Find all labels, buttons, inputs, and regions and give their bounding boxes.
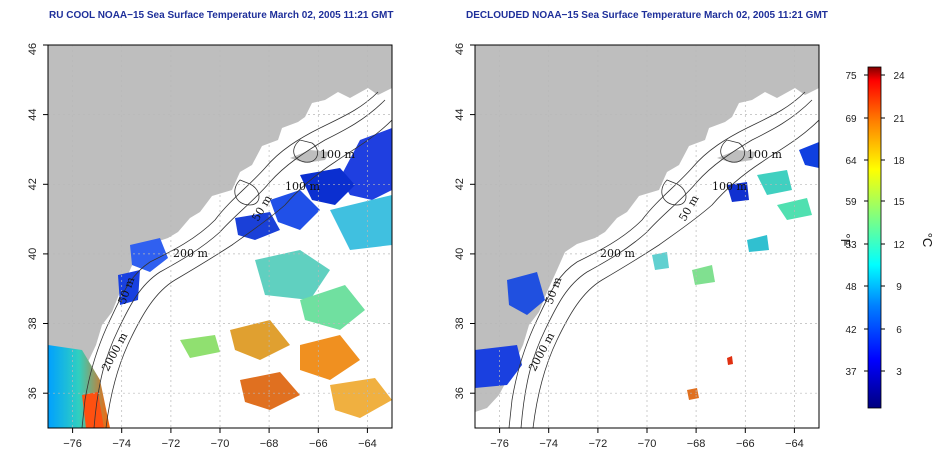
fahrenheit-tick: 53 <box>845 240 857 251</box>
x-tick-label: −70 <box>211 438 230 450</box>
x-tick-label: −64 <box>785 438 804 450</box>
grid-left <box>48 45 392 428</box>
x-axis-left <box>72 428 368 433</box>
celsius-tick: 18 <box>893 156 905 167</box>
y-tick-label: 36 <box>27 387 39 399</box>
x-tick-label: −76 <box>490 438 509 450</box>
y-tick-label: 38 <box>27 317 39 329</box>
celsius-tick: 3 <box>896 367 902 378</box>
x-tick-label: −70 <box>638 438 657 450</box>
y-tick-label: 36 <box>454 387 466 399</box>
x-tick-label: −72 <box>589 438 608 450</box>
colorbar-gradient <box>867 66 882 409</box>
contour-label: 200 m <box>173 247 208 260</box>
y-tick-label: 46 <box>27 43 39 55</box>
bathymetry-contours-right <box>508 91 819 428</box>
y-tick-label: 46 <box>454 43 466 55</box>
fahrenheit-tick: 69 <box>845 114 857 125</box>
left-panel-title: RU COOL NOAA−15 Sea Surface Temperature … <box>49 10 394 21</box>
temperature-colorbar: 75 69 64 59 53 48 42 37 24 21 18 15 12 9… <box>838 66 935 409</box>
land-mass <box>48 45 392 412</box>
y-tick-label: 40 <box>27 248 39 260</box>
celsius-tick: 9 <box>896 282 902 293</box>
celsius-tick: 6 <box>896 325 902 336</box>
x-tick-label: −68 <box>687 438 706 450</box>
fahrenheit-tick: 75 <box>845 71 857 82</box>
x-tick-label: −66 <box>736 438 755 450</box>
fahrenheit-tick: 37 <box>845 367 857 378</box>
grid-right <box>475 45 819 428</box>
fahrenheit-unit-label: °F <box>838 233 853 246</box>
land-mass <box>475 45 819 412</box>
y-tick-label: 42 <box>454 178 466 190</box>
contour-label: 200 m <box>600 247 635 260</box>
sst-patches-right <box>475 142 819 400</box>
colorbar-ticks <box>864 74 885 372</box>
celsius-tick: 15 <box>893 197 905 208</box>
x-tick-label: −74 <box>112 438 131 450</box>
y-axis-left <box>43 44 48 394</box>
celsius-tick: 24 <box>893 71 905 82</box>
y-tick-label: 42 <box>27 178 39 190</box>
x-tick-label: −74 <box>539 438 558 450</box>
x-axis-right <box>499 428 795 433</box>
celsius-tick: 12 <box>893 240 905 251</box>
fahrenheit-tick: 48 <box>845 282 857 293</box>
x-tick-label: −72 <box>162 438 181 450</box>
celsius-tick: 21 <box>893 114 905 125</box>
y-tick-label: 40 <box>454 248 466 260</box>
celsius-unit-label: °C <box>920 233 935 248</box>
y-tick-label: 44 <box>27 108 39 120</box>
y-tick-label: 44 <box>454 108 466 120</box>
bathymetry-contours-left <box>81 91 392 428</box>
x-tick-label: −68 <box>260 438 279 450</box>
x-tick-label: −66 <box>309 438 328 450</box>
contour-label: 100 m <box>712 180 747 193</box>
x-tick-label: −64 <box>358 438 377 450</box>
contour-label: 100 m <box>320 148 355 161</box>
fahrenheit-tick: 42 <box>845 325 857 336</box>
x-tick-label: −76 <box>63 438 82 450</box>
y-tick-label: 38 <box>454 317 466 329</box>
sst-patches-left <box>48 128 392 428</box>
contour-label: 100 m <box>747 148 782 161</box>
y-axis-right <box>470 44 475 394</box>
contour-label: 100 m <box>285 180 320 193</box>
right-panel-title: DECLOUDED NOAA−15 Sea Surface Temperatur… <box>466 10 828 21</box>
fahrenheit-tick: 59 <box>845 197 857 208</box>
left-map-panel: 100 m 100 m 50 m 200 m 50 m 2000 m −76 −… <box>27 43 393 450</box>
right-map-panel: 100 m 100 m 50 m 200 m 50 m 2000 m −76 −… <box>454 43 820 450</box>
fahrenheit-tick: 64 <box>845 156 857 167</box>
